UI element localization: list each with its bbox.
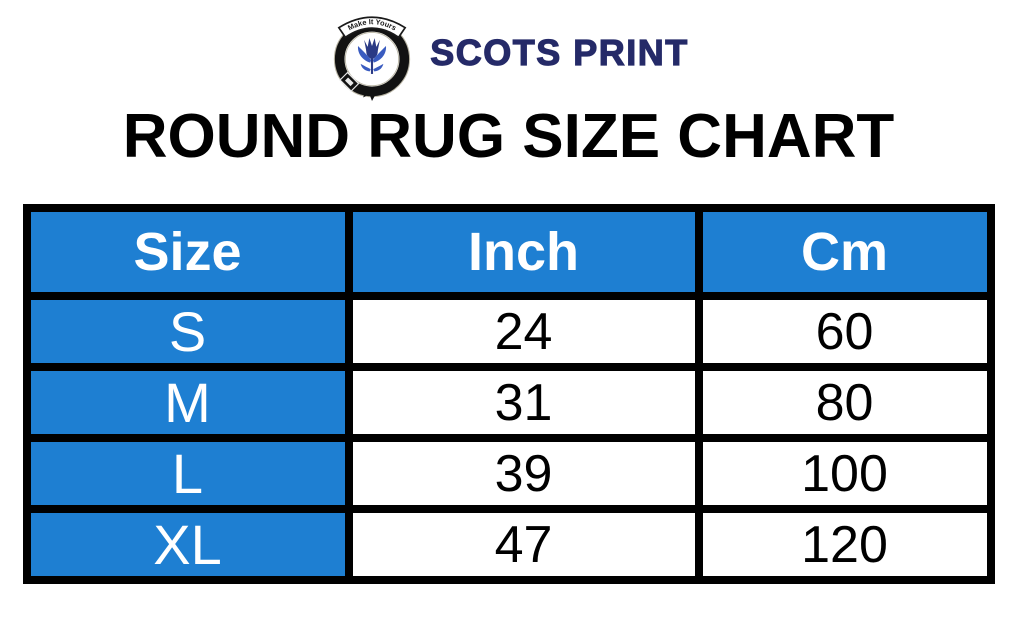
brand-header: Make It Yours SCOTS PRINT bbox=[0, 0, 1017, 101]
cm-value: 80 bbox=[694, 363, 995, 442]
size-chart-table: Size Inch Cm S 24 60 M 31 80 L 39 100 bbox=[22, 204, 995, 584]
belt-buckle bbox=[339, 71, 360, 92]
inch-value: 31 bbox=[344, 363, 703, 442]
page-title: ROUND RUG SIZE CHART bbox=[122, 102, 895, 171]
cm-value: 60 bbox=[694, 292, 995, 371]
column-header-size: Size bbox=[22, 204, 353, 300]
column-header-cm: Cm bbox=[694, 204, 995, 300]
size-label: S bbox=[22, 292, 353, 371]
size-label: M bbox=[22, 363, 353, 442]
thistle-crest-logo-icon: Make It Yours bbox=[334, 16, 411, 101]
cm-value: 120 bbox=[694, 505, 995, 584]
cm-value: 100 bbox=[694, 434, 995, 513]
table-row-xl: XL 47 120 bbox=[22, 505, 995, 584]
size-label: L bbox=[22, 434, 353, 513]
strap-tail bbox=[363, 87, 379, 101]
thistle-icon bbox=[358, 38, 387, 74]
inch-value: 39 bbox=[344, 434, 703, 513]
table-row-m: M 31 80 bbox=[22, 363, 995, 442]
inch-value: 47 bbox=[344, 505, 703, 584]
motto-scroll: Make It Yours bbox=[337, 16, 407, 39]
table-header-row: Size Inch Cm bbox=[22, 204, 995, 300]
brand-name: SCOTS PRINT bbox=[430, 31, 689, 73]
table-row-s: S 24 60 bbox=[22, 292, 995, 371]
table-row-l: L 39 100 bbox=[22, 434, 995, 513]
column-header-inch: Inch bbox=[344, 204, 703, 300]
inch-value: 24 bbox=[344, 292, 703, 371]
size-label: XL bbox=[22, 505, 353, 584]
